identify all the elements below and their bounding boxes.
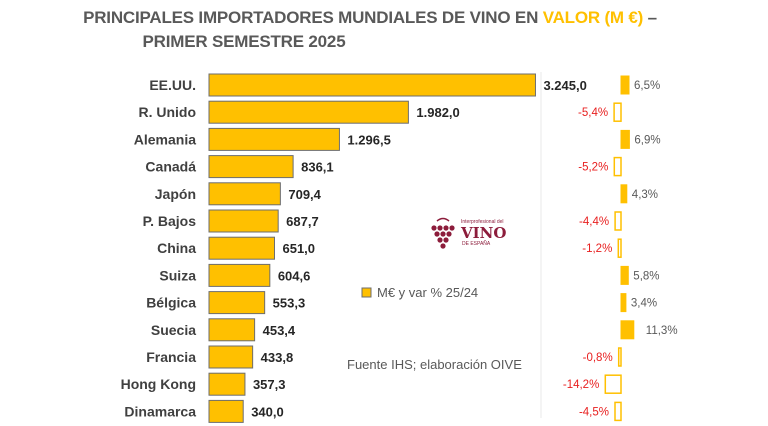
value-bar (208, 345, 254, 369)
value-label: 836,1 (301, 160, 334, 175)
value-label: 553,3 (273, 296, 306, 311)
variation-label: 3,4% (631, 298, 657, 310)
variation-bar (604, 374, 622, 394)
variation-bar (617, 347, 622, 367)
value-bar (208, 399, 244, 423)
variation-bar (620, 129, 630, 149)
variation-bar (620, 320, 635, 340)
category-label: Japón (155, 186, 196, 202)
title-highlight: VALOR (M €) (542, 8, 644, 27)
variation-bar (614, 401, 622, 422)
grape-icon (431, 217, 455, 249)
variation-bar (617, 238, 622, 258)
value-bar (208, 182, 281, 206)
value-bar (208, 263, 271, 287)
value-label: 1.296,5 (347, 132, 390, 147)
variation-label: -4,5% (579, 406, 609, 418)
variation-label: -0,8% (583, 352, 613, 364)
variation-label: -5,2% (578, 162, 608, 174)
source-text: Fuente IHS; elaboración OIVE (347, 357, 522, 372)
variation-bar (620, 293, 627, 313)
variation-label: 6,9% (634, 134, 660, 146)
value-label: 340,0 (251, 404, 284, 419)
legend-swatch (361, 287, 372, 298)
value-bar (208, 318, 256, 342)
value-label: 357,3 (253, 377, 286, 392)
variation-bar (614, 211, 622, 231)
category-label: China (157, 240, 196, 256)
value-bar (208, 155, 294, 179)
value-label: 651,0 (282, 241, 315, 256)
category-label: Suiza (159, 267, 196, 283)
value-bar (208, 372, 246, 396)
value-bar (208, 236, 275, 260)
category-label: Canadá (145, 159, 196, 175)
variation-bar (613, 156, 622, 177)
value-label: 1.982,0 (416, 105, 459, 120)
vino-espana-logo: Interprofesional del VINO DE ESPAÑA (431, 217, 506, 249)
variation-label: -5,4% (578, 107, 608, 119)
category-label: Suecia (151, 322, 196, 338)
title-line2: PRIMER SEMESTRE 2025 (142, 32, 346, 51)
value-label: 687,7 (286, 214, 319, 229)
category-label: Bélgica (146, 295, 196, 311)
category-label: P. Bajos (143, 213, 197, 229)
variation-label: -4,4% (579, 216, 609, 228)
category-label: Alemania (134, 131, 196, 147)
variation-label: -1,2% (582, 243, 612, 255)
category-label: R. Unido (138, 104, 196, 120)
legend-text: M€ y var % 25/24 (377, 285, 478, 300)
category-label: Francia (146, 349, 196, 365)
title-part2: – (643, 8, 657, 27)
chart-title: PRINCIPALES IMPORTADORES MUNDIALES DE VI… (0, 6, 768, 54)
logo-name-text: VINO (460, 224, 506, 242)
category-label: Hong Kong (121, 376, 196, 392)
variation-bar (620, 75, 630, 95)
value-label: 453,4 (263, 323, 296, 338)
value-bar (208, 127, 340, 151)
variation-label: 6,5% (634, 80, 660, 92)
category-label: Dinamarca (124, 403, 196, 419)
variation-label: 4,3% (632, 189, 658, 201)
variation-bar (613, 102, 622, 122)
value-label: 433,8 (261, 350, 294, 365)
value-bar (208, 291, 266, 315)
logo-bottom-text: DE ESPAÑA (462, 240, 491, 247)
variation-label: 5,8% (633, 270, 659, 282)
value-label: 604,6 (278, 268, 311, 283)
category-label: EE.UU. (149, 77, 196, 93)
variation-bar (620, 265, 629, 285)
title-part1: PRINCIPALES IMPORTADORES MUNDIALES DE VI… (83, 8, 543, 27)
value-bar (208, 100, 409, 124)
logo-top-text: Interprofesional del (461, 219, 504, 225)
value-bar (208, 209, 279, 233)
variation-bar (620, 184, 628, 204)
value-label: 3.245,0 (543, 78, 586, 93)
value-bar (208, 73, 536, 97)
plot-area: EE.UU. 3.245,0 6,5% R. Unido 1.982,0 -5,4% Ale… (121, 73, 678, 423)
variation-label: -14,2% (563, 379, 599, 391)
variation-label: 11,3% (646, 325, 678, 337)
value-label: 709,4 (288, 187, 321, 202)
